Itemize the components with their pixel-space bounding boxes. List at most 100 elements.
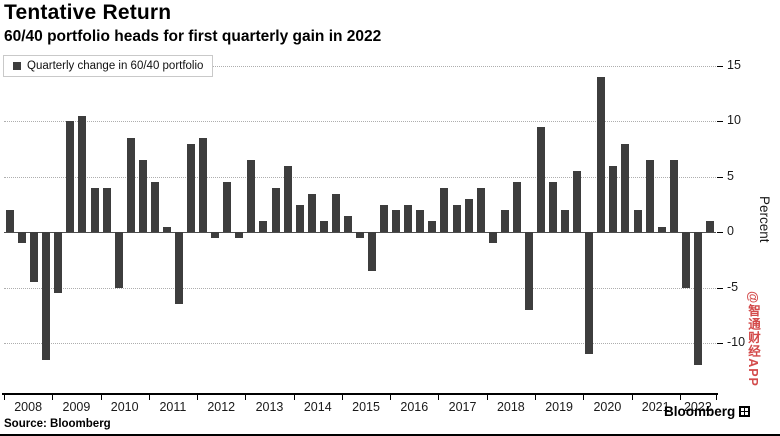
plot-area: 2008 2009 2010 2011 2012 2013 2014 2015 2016 2017… — [2, 55, 718, 414]
y-tick-label-10: 10 — [727, 113, 741, 128]
bar-2013-q4 — [283, 165, 292, 233]
x-tick-label-2018: 2018 — [496, 400, 525, 414]
gridline-15 — [4, 66, 716, 68]
bar-2017-q2 — [452, 204, 461, 233]
x-tick-label-2009: 2009 — [62, 400, 91, 414]
bar-2015-q1 — [343, 215, 352, 233]
x-tick-2014 — [293, 395, 295, 400]
bloomberg-logo: Bloomberg — [664, 404, 751, 419]
y-tick--10 — [717, 343, 723, 345]
bar-2012-q2 — [211, 232, 220, 238]
x-tick-2012 — [197, 395, 199, 400]
bar-2016-q3 — [416, 210, 425, 233]
bar-2009-q4 — [90, 187, 99, 233]
bar-2014-q4 — [331, 193, 340, 233]
bar-2009-q2 — [66, 121, 75, 233]
x-tick-2015 — [341, 395, 343, 400]
y-tick-label-15: 15 — [727, 58, 741, 73]
x-tick-label-2011: 2011 — [159, 400, 187, 414]
y-tick-10 — [717, 121, 723, 123]
x-tick-2017 — [438, 395, 440, 400]
x-tick-label-2015: 2015 — [352, 400, 380, 414]
bar-2018-q1 — [488, 232, 497, 244]
bar-2012-q1 — [199, 138, 208, 233]
bar-2011-q1 — [150, 182, 159, 233]
x-tick-label-2012: 2012 — [207, 400, 236, 414]
bar-2018-q2 — [500, 210, 509, 233]
gridline--5 — [4, 287, 716, 289]
x-tick-2009 — [52, 395, 54, 400]
bar-2010-q1 — [102, 187, 111, 233]
x-tick-2016 — [390, 395, 392, 400]
x-tick-label-2013: 2013 — [255, 400, 284, 414]
bar-2016-q1 — [392, 210, 401, 233]
bar-2009-q1 — [54, 232, 63, 294]
x-tick-2022 — [679, 395, 681, 400]
bar-2018-q3 — [512, 182, 521, 233]
x-tick-2008 — [4, 395, 5, 400]
y-tick-label-5: 5 — [727, 168, 734, 183]
bar-2008-q1 — [6, 210, 15, 233]
y-tick-label--10: -10 — [727, 335, 746, 350]
bar-2011-q2 — [162, 226, 171, 233]
gridline-10 — [4, 121, 716, 123]
x-tick-label-2020: 2020 — [593, 400, 622, 414]
bloomberg-wordmark: Bloomberg — [664, 404, 736, 419]
x-tick-label-2021: 2021 — [641, 400, 670, 414]
bar-2020-q4 — [621, 143, 630, 233]
bar-2011-q3 — [174, 232, 183, 305]
watermark: @智通财经APP — [746, 291, 760, 387]
bar-2019-q2 — [549, 182, 558, 233]
bar-2022-q2 — [693, 232, 702, 366]
bar-2017-q1 — [440, 187, 449, 233]
bar-2019-q1 — [537, 127, 546, 233]
bar-2008-q2 — [18, 232, 27, 244]
x-tick-2018 — [486, 395, 488, 400]
x-axis-line — [2, 393, 718, 395]
chart-title: Tentative Return — [4, 1, 172, 24]
bar-2017-q4 — [476, 187, 485, 233]
y-tick-0 — [717, 232, 723, 234]
legend-label: Quarterly change in 60/40 portfolio — [27, 60, 204, 72]
bar-2021-q1 — [633, 210, 642, 233]
bar-2019-q3 — [561, 210, 570, 233]
bar-2019-q4 — [573, 171, 582, 233]
bar-2022-q1 — [681, 232, 690, 288]
bar-2008-q3 — [30, 232, 39, 283]
y-tick-label-0: 0 — [727, 224, 734, 239]
bar-2016-q4 — [428, 221, 437, 233]
bar-2014-q1 — [295, 204, 304, 233]
gridline-5 — [4, 176, 716, 178]
y-tick--5 — [717, 287, 723, 289]
bar-2013-q1 — [247, 160, 256, 233]
bar-2016-q2 — [404, 204, 413, 233]
x-tick-label-2022: 2022 — [683, 400, 712, 414]
x-tick-label-2016: 2016 — [400, 400, 429, 414]
bar-2013-q3 — [271, 187, 280, 233]
bar-2013-q2 — [259, 221, 268, 233]
bar-2008-q4 — [42, 232, 51, 360]
gridline--10 — [4, 343, 716, 345]
bar-2010-q3 — [126, 138, 135, 233]
bar-2021-q2 — [645, 160, 654, 233]
bar-2017-q3 — [464, 199, 473, 233]
x-tick-label-2008: 2008 — [14, 400, 43, 414]
bar-2010-q4 — [138, 160, 147, 233]
y-tick-label--5: -5 — [727, 279, 739, 294]
source-note: Source: Bloomberg — [4, 418, 111, 430]
x-tick-label-2019: 2019 — [545, 400, 574, 414]
bar-2011-q4 — [187, 143, 196, 233]
legend: Quarterly change in 60/40 portfolio — [3, 55, 214, 77]
bar-2014-q3 — [319, 221, 328, 233]
x-tick-2021 — [631, 395, 633, 400]
bar-2015-q2 — [356, 232, 364, 238]
legend-swatch-icon — [13, 62, 21, 70]
bar-2012-q3 — [223, 182, 232, 233]
bar-2020-q2 — [597, 77, 606, 233]
y-tick-5 — [717, 176, 723, 178]
bar-2014-q2 — [307, 193, 316, 233]
bar-2021-q4 — [669, 160, 678, 233]
x-tick-2010 — [100, 395, 102, 400]
bar-2022-q3 — [705, 221, 714, 233]
